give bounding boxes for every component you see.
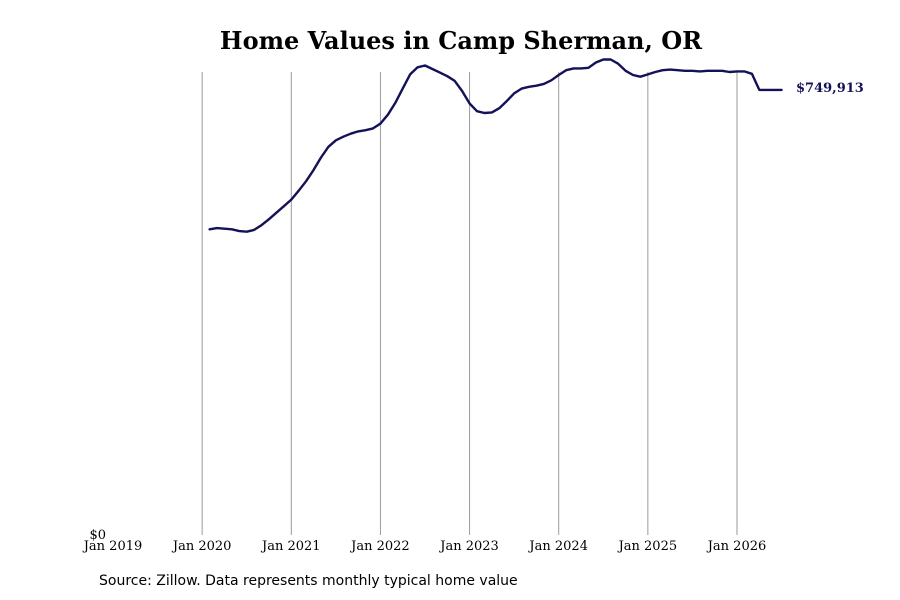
x-tick-label: Jan 2024 [527, 539, 588, 554]
x-tick-label: Jan 2021 [260, 539, 321, 554]
x-tick-label: Jan 2022 [349, 539, 410, 554]
x-tick-label: Jan 2025 [617, 539, 678, 554]
chart-title: Home Values in Camp Sherman, OR [219, 26, 703, 55]
axis-ticks: Jan 2019 Jan 2020 Jan 2021 Jan 2022 Jan 2023… [82, 528, 767, 554]
series [208, 58, 783, 233]
source-note: Source: Zillow. Data represents monthly … [99, 573, 518, 589]
x-tick-label: Jan 2023 [438, 539, 499, 554]
series-line-0 [208, 58, 783, 233]
labels: $749,913 [796, 81, 864, 96]
x-tick-label: Jan 2020 [171, 539, 232, 554]
end-value-label: $749,913 [796, 81, 864, 96]
gridlines [201, 72, 738, 535]
y-tick-label: $0 [89, 528, 106, 543]
x-tick-label: Jan 2026 [706, 539, 767, 554]
x-tick-label: Jan 2019 [82, 539, 143, 554]
